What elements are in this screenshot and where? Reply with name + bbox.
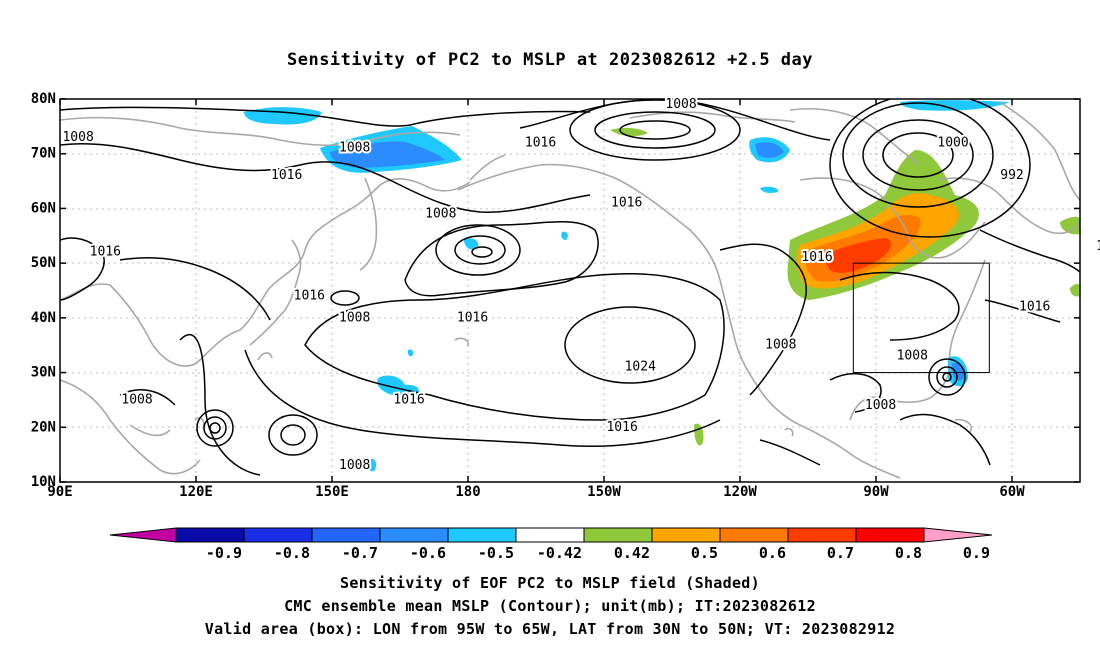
contour-label: 1008	[121, 392, 152, 407]
contour-label: 1008	[339, 310, 370, 325]
colorbar-label: -0.42	[537, 544, 582, 562]
lon-tick-label: 150E	[315, 484, 349, 500]
contour-label: 1008	[425, 206, 456, 221]
contour-label: 1016	[801, 250, 832, 265]
coastlines	[60, 101, 1080, 479]
colorbar-label: 0.7	[827, 544, 854, 562]
caption-contour: CMC ensemble mean MSLP (Contour); unit(m…	[284, 597, 816, 615]
colorbar-label: 0.42	[614, 544, 650, 562]
colorbar-segment	[175, 527, 245, 543]
caption-shaded: Sensitivity of EOF PC2 to MSLP field (Sh…	[340, 574, 760, 592]
lat-tick-label: 10N	[31, 474, 56, 490]
lon-tick-label: 180	[455, 484, 480, 500]
colorbar-label: 0.5	[691, 544, 718, 562]
contour-label: 1008	[339, 458, 370, 473]
lon-tick-label: 120E	[179, 484, 213, 500]
colorbar-segment	[243, 527, 313, 543]
caption-valid-area: Valid area (box): LON from 95W to 65W, L…	[204, 620, 896, 638]
contour-label: 1008	[1096, 239, 1100, 254]
contour-label: 1000	[937, 135, 968, 150]
valid-area-box	[852, 262, 990, 374]
colorbar-label: -0.7	[342, 544, 378, 562]
positive-sensitivity-patch	[1060, 216, 1080, 235]
colorbar-segment	[855, 527, 925, 543]
negative-sensitivity-patch	[952, 362, 965, 381]
contour-label: 992	[1000, 168, 1023, 183]
lat-tick-label: 30N	[31, 365, 56, 381]
colorbar-segment	[379, 527, 449, 543]
contour-label: 1008	[339, 141, 370, 156]
negative-sensitivity-patch	[330, 141, 445, 168]
plot-frame	[59, 98, 1081, 483]
colorbar-segment	[787, 527, 857, 543]
lon-tick-label: 60W	[999, 484, 1025, 500]
contour-label: 1016	[90, 245, 121, 260]
colorbar-label: 0.8	[895, 544, 922, 562]
contour-label: 1008	[665, 97, 696, 112]
lat-tick-label: 60N	[31, 200, 56, 216]
negative-sensitivity-patch	[367, 458, 377, 472]
negative-sensitivity-patch	[464, 238, 479, 250]
negative-sensitivity-patch	[760, 186, 779, 193]
colorbar: -0.9 -0.8 -0.7 -0.6 -0.5 -0.42 0.42 0.5 0.6 0.7 0.…	[109, 527, 993, 562]
contour-label: 1008	[865, 398, 896, 413]
colorbar-segment	[311, 527, 381, 543]
lon-tick-label: 120W	[723, 484, 757, 500]
colorbar-label: -0.8	[274, 544, 310, 562]
negative-sensitivity-patch	[407, 349, 414, 357]
negative-sensitivity-patch	[561, 231, 568, 240]
contour-label: 1016	[271, 168, 302, 183]
positive-sensitivity-patch	[1070, 283, 1080, 297]
colorbar-segment	[447, 527, 517, 543]
contour-label: 1016	[294, 288, 325, 303]
colorbar-label: -0.5	[478, 544, 514, 562]
lat-tick-label: 80N	[31, 91, 56, 107]
colorbar-segment	[651, 527, 721, 543]
lat-tick-label: 50N	[31, 255, 56, 271]
contour-label: 1016	[1019, 299, 1050, 314]
contour-label: 1016	[393, 392, 424, 407]
colorbar-label: 0.9	[963, 544, 990, 562]
colorbar-segment	[719, 527, 789, 543]
contour-label: 1024	[625, 360, 656, 375]
positive-sensitivity-patch	[825, 238, 891, 273]
contour-labels: 1008 1008 1016 1008 1016 1000 992 1008 1016 1016 1…	[60, 95, 1100, 475]
lon-tick-label: 150W	[587, 484, 621, 500]
contour-label: 1008	[62, 130, 93, 145]
lat-tick-label: 40N	[31, 310, 56, 326]
lat-tick-label: 20N	[31, 419, 56, 435]
lon-tick-label: 90E	[47, 484, 72, 500]
contour-label: 1016	[457, 310, 488, 325]
lon-tick-label: 90W	[863, 484, 889, 500]
colorbar-label: -0.9	[206, 544, 242, 562]
contour-label: 1008	[897, 349, 928, 364]
colorbar-label: 0.6	[759, 544, 786, 562]
longitude-axis: 90E 120E 150E 180 150W 120W 90W 60W	[47, 99, 1025, 500]
contour-label: 1016	[606, 420, 637, 435]
colorbar-right-arrow	[923, 527, 993, 543]
colorbar-left-arrow	[109, 527, 177, 543]
lat-tick-label: 70N	[31, 146, 56, 162]
colorbar-segment	[515, 527, 585, 543]
mslp-contours	[60, 99, 1080, 476]
plot-title: Sensitivity of PC2 to MSLP at 2023082612…	[286, 50, 813, 70]
latitude-axis: 80N 70N 60N 50N 40N 30N 20N 10N	[31, 91, 1080, 490]
contour-label: 1016	[611, 195, 642, 210]
colorbar-label: -0.6	[410, 544, 446, 562]
contour-label: 1008	[765, 338, 796, 353]
contour-label: 1016	[525, 135, 556, 150]
colorbar-segment	[583, 527, 653, 543]
negative-sensitivity-patch	[755, 142, 784, 158]
